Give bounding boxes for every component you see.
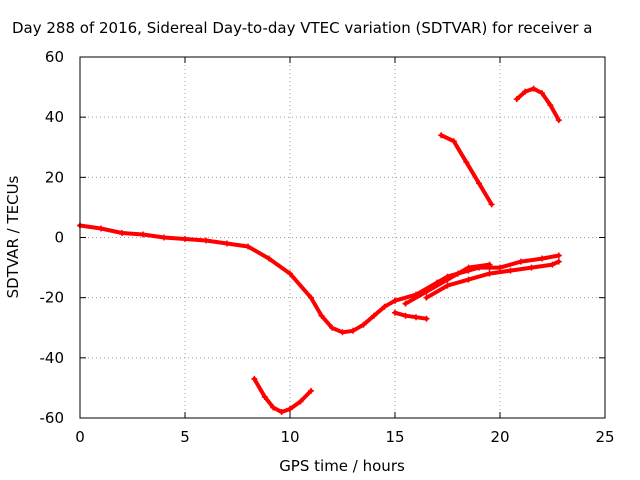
chart-title: Day 288 of 2016, Sidereal Day-to-day VTE…: [12, 19, 593, 37]
series-falling-arc: [438, 132, 495, 208]
data-point: [423, 288, 430, 295]
data-point: [513, 96, 520, 103]
data-point: [224, 240, 230, 247]
series-line: [514, 86, 561, 123]
data-point: [308, 294, 314, 301]
series-line: [252, 376, 313, 414]
y-tick-label: 40: [45, 108, 64, 126]
data-point: [486, 270, 493, 277]
data-point: [423, 294, 430, 301]
axis-ticks: 0 5 10 15 20 25 -60 -40 -20 0 20 40 60: [40, 48, 615, 446]
x-tick-label: 10: [280, 428, 299, 446]
data-point: [539, 255, 545, 262]
y-tick-label: 20: [45, 168, 64, 186]
data-point: [161, 234, 167, 241]
series-line: [424, 259, 561, 300]
data-point: [402, 312, 409, 319]
data-point: [555, 258, 562, 265]
x-tick-label: 5: [180, 428, 190, 446]
x-tick-label: 15: [385, 428, 404, 446]
data-point: [530, 85, 537, 92]
data-point: [140, 231, 146, 238]
data-point: [497, 264, 503, 271]
data-point: [539, 90, 545, 97]
data-point: [444, 276, 451, 283]
x-tick-label: 25: [595, 428, 614, 446]
data-point: [381, 303, 388, 310]
data-point: [463, 159, 470, 166]
data-point: [423, 315, 430, 322]
data-point: [266, 255, 272, 262]
data-point: [476, 180, 482, 187]
data-point: [245, 243, 251, 250]
data-point: [371, 312, 377, 319]
data-point: [522, 88, 529, 95]
data-point: [555, 252, 562, 259]
y-tick-label: -40: [40, 349, 65, 367]
data-point: [287, 405, 293, 412]
data-point: [203, 237, 209, 244]
data-point: [555, 117, 562, 124]
data-point: [278, 408, 285, 415]
data-point: [413, 314, 419, 321]
data-point: [318, 312, 325, 319]
data-point: [549, 261, 556, 268]
y-tick-label: 0: [54, 229, 64, 247]
data-point: [488, 201, 495, 208]
data-point: [308, 387, 314, 394]
data-point: [507, 267, 514, 274]
x-tick-label: 0: [75, 428, 85, 446]
data-point: [329, 324, 335, 331]
data-point: [392, 309, 398, 316]
y-tick-label: 60: [45, 48, 64, 66]
data-point: [402, 300, 409, 307]
x-axis-title: GPS time / hours: [279, 457, 405, 475]
data-point: [444, 282, 451, 289]
data-point: [465, 276, 472, 283]
x-tick-label: 20: [490, 428, 509, 446]
data-point: [339, 329, 346, 336]
y-axis-title: SDTVAR / TECUs: [4, 175, 22, 298]
data-point: [270, 404, 277, 411]
series-rising-band-2: [423, 258, 562, 301]
series-top-arc: [513, 85, 562, 124]
data-point: [182, 236, 188, 243]
data-point: [261, 393, 268, 400]
data-point: [528, 264, 535, 271]
data-point: [486, 261, 493, 268]
series-lower-branch: [392, 309, 430, 322]
series-line: [78, 223, 397, 335]
data-point: [287, 270, 293, 277]
data-point: [297, 398, 304, 405]
series-night-arc: [251, 375, 314, 415]
data-point: [251, 375, 258, 382]
series-line: [393, 253, 561, 303]
y-tick-label: -60: [40, 409, 65, 427]
data-point: [360, 321, 367, 328]
series-rising-band-1: [402, 261, 493, 307]
data-marks: [77, 85, 562, 415]
data-point: [465, 264, 472, 271]
series-line: [393, 310, 429, 321]
series-main-trace: [77, 222, 398, 336]
data-point: [547, 102, 554, 109]
data-point: [438, 132, 445, 139]
data-point: [119, 229, 125, 236]
data-point: [98, 225, 104, 232]
data-point: [450, 138, 457, 145]
data-point: [518, 258, 524, 265]
data-point: [350, 327, 356, 334]
series-line: [439, 133, 494, 207]
y-tick-label: -20: [40, 289, 65, 307]
data-point: [392, 297, 398, 304]
